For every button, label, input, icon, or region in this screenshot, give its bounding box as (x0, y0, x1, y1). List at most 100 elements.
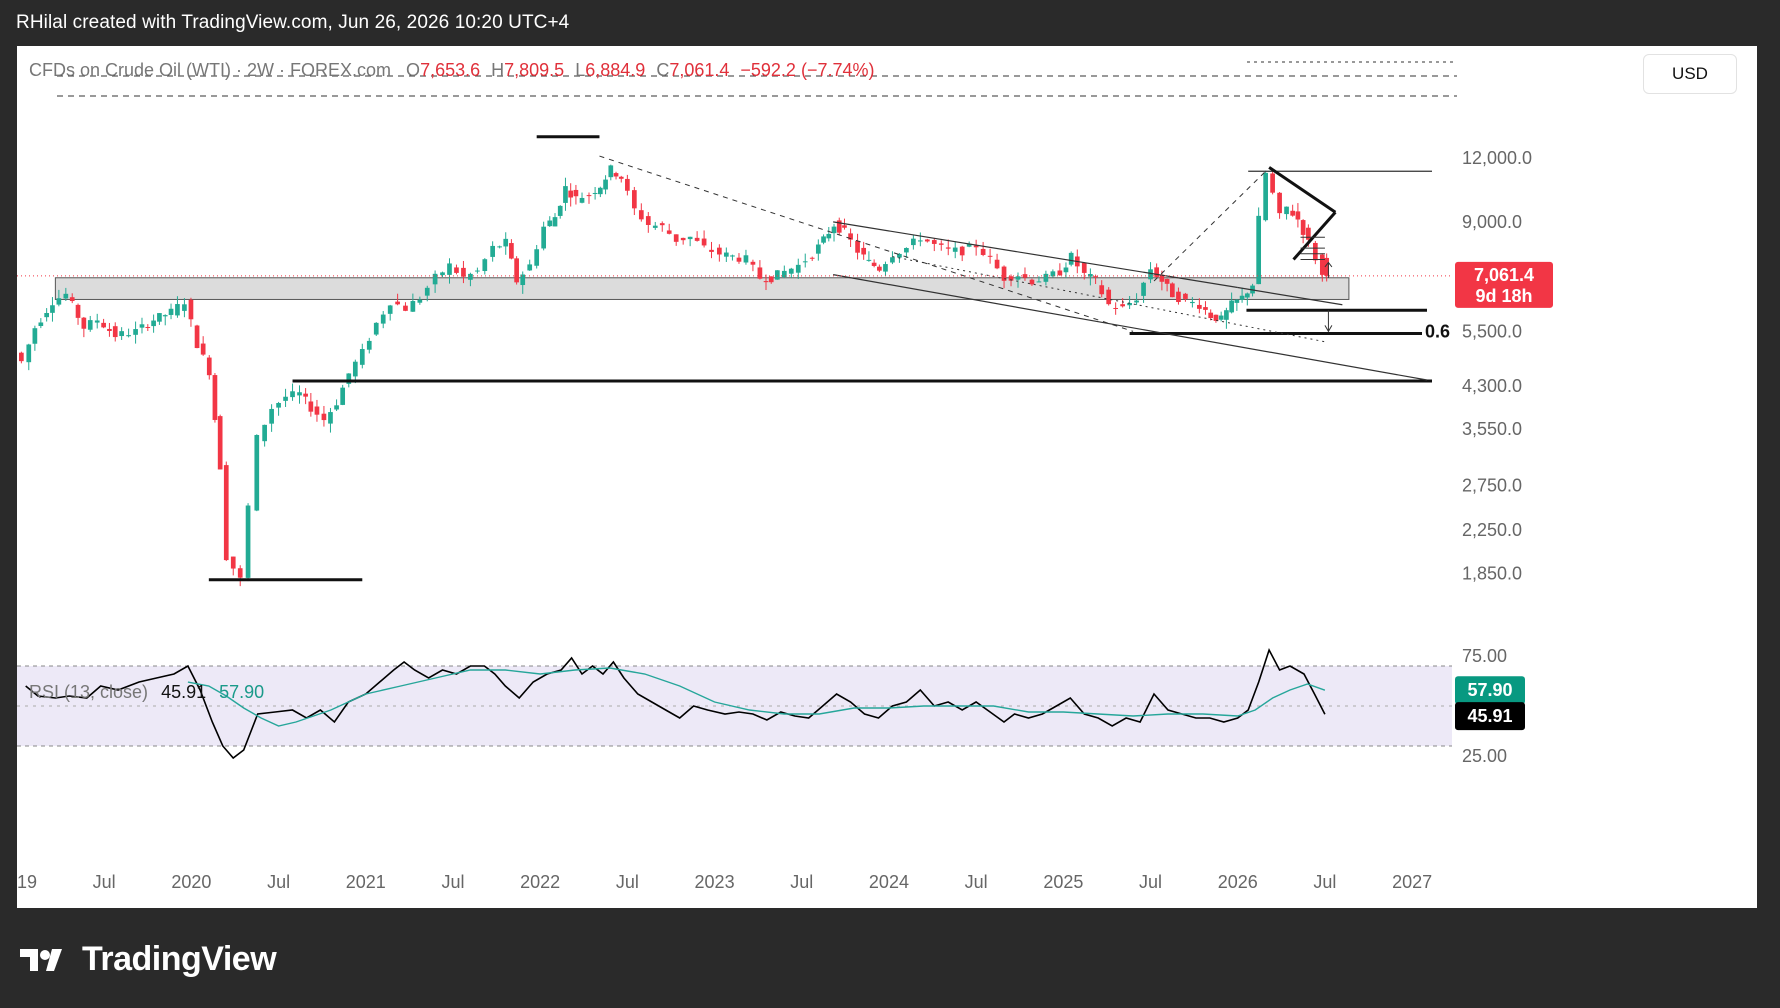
candle-body (328, 412, 333, 424)
candle-body (1324, 257, 1330, 276)
candle-body (883, 264, 888, 272)
candle-body (768, 276, 774, 283)
candle-body (395, 301, 400, 305)
rsi-legend-label[interactable]: RSI (13, close) (29, 682, 149, 702)
time-axis-tick: 2023 (695, 872, 735, 892)
candle-body (730, 255, 735, 257)
candle-body (468, 273, 473, 280)
candle-body (1213, 314, 1219, 321)
candle-body (694, 237, 700, 241)
time-axis-tick: 2022 (520, 872, 560, 892)
candle-body (666, 230, 672, 234)
candle-body (520, 274, 526, 286)
candle-body (890, 257, 895, 263)
candle-body (254, 435, 260, 511)
candle-body (157, 313, 162, 322)
candle-body (1176, 291, 1181, 303)
fib-level-label: 0.6 (1425, 321, 1450, 341)
candle-body (168, 308, 174, 315)
candle-body (403, 305, 408, 311)
candle-body (1300, 220, 1306, 235)
channel-lower-line (833, 274, 1428, 381)
tradingview-logo-icon (20, 948, 62, 971)
candle-body (1263, 172, 1268, 221)
chart-canvas[interactable]: 12,000.0 9,000.0 5,500.0 4,300.0 3,550.0 2,75… (17, 46, 1757, 908)
time-axis-tick: Jul (1139, 872, 1162, 892)
candle-body (482, 259, 488, 272)
symbol-legend: CFDs on Crude Oil (WTI) · 2W · FOREX.com… (29, 60, 875, 81)
candle-body (175, 304, 180, 316)
time-axis-tick: 2019 (17, 872, 37, 892)
candle-body (50, 305, 55, 313)
rsi-line (25, 647, 1326, 760)
candle-body (608, 165, 614, 178)
candle-body (945, 247, 951, 249)
candle-body (618, 176, 624, 179)
candle-body (757, 267, 763, 279)
candle-body (101, 322, 106, 328)
candle-body (1127, 303, 1132, 306)
chart-panel[interactable]: 12,000.0 9,000.0 5,500.0 4,300.0 3,550.0 2,75… (17, 46, 1757, 908)
price-axis-tick: 2,750.0 (1462, 476, 1522, 496)
low-value: 6,884.9 (585, 60, 646, 80)
candle-body (1190, 301, 1195, 304)
low-label: L (575, 60, 586, 80)
candle-body (717, 247, 722, 255)
candle-body (1154, 267, 1159, 277)
candle-body (1197, 304, 1202, 309)
candle-body (346, 373, 352, 384)
candle-body (592, 192, 598, 194)
candle-body (815, 244, 821, 254)
candle-body (541, 226, 547, 249)
candle-body (1081, 262, 1087, 273)
candle-body (831, 226, 837, 234)
tradingview-brand: TradingView (82, 940, 277, 978)
candle-body (1244, 293, 1250, 298)
candle-body (736, 257, 742, 262)
tradingview-logo[interactable]: TradingView (20, 940, 277, 979)
candle-body (26, 344, 32, 363)
candle-body (366, 340, 372, 350)
time-axis-tick: 2027 (1392, 872, 1432, 892)
candle-body (432, 273, 438, 285)
candle-body (1284, 206, 1289, 215)
candle-body (1319, 254, 1325, 275)
price-axis-tick: 3,550.0 (1462, 419, 1522, 439)
candle-body (1050, 271, 1056, 277)
candle-body (314, 406, 320, 415)
candle-body (162, 315, 168, 317)
channel-mid-line (892, 256, 1326, 343)
candle-body (490, 245, 495, 257)
candle-body (625, 178, 630, 191)
time-axis-tick: Jul (1313, 872, 1336, 892)
candle-body (359, 349, 365, 365)
time-axis-tick: Jul (616, 872, 639, 892)
rsi-badge (1455, 702, 1525, 731)
candle-body (959, 246, 965, 256)
price-badge-countdown: 9d 18h (1475, 286, 1532, 306)
candle-body (133, 329, 138, 335)
candle-body (586, 195, 592, 197)
candle-body (81, 317, 87, 329)
candle-body (1063, 267, 1069, 273)
candle-body (230, 556, 236, 569)
candle-body (75, 304, 81, 318)
time-axis-tick: 2020 (171, 872, 211, 892)
candle-body (924, 239, 930, 242)
support-zone (54, 277, 1350, 300)
channel-upper-line (1237, 286, 1343, 306)
candle-body (200, 343, 206, 355)
candle-body (938, 243, 944, 245)
candle-body (503, 238, 509, 247)
time-axis-tick: Jul (441, 872, 464, 892)
candle-body (1134, 300, 1139, 303)
candle-body (303, 393, 308, 397)
candle-body (631, 190, 637, 209)
symbol-name[interactable]: CFDs on Crude Oil (WTI) · 2W · FOREX.com (29, 60, 392, 80)
candle-body (461, 267, 466, 277)
candle-body (1169, 283, 1175, 298)
high-label: H (491, 60, 505, 80)
rsi-ma-badge (1455, 676, 1525, 705)
candle-body (182, 304, 187, 311)
currency-button[interactable]: USD (1643, 54, 1737, 94)
